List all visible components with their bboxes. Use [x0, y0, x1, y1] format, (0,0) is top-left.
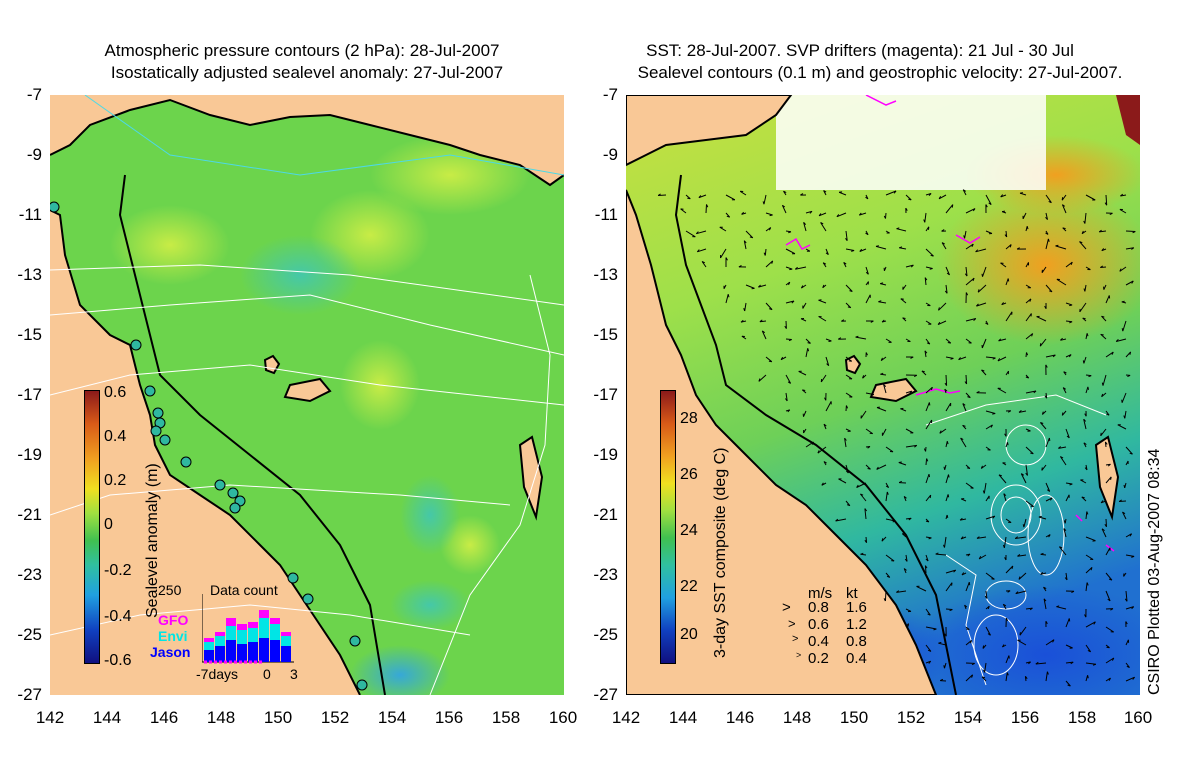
left-lat-label: -9 [26, 145, 42, 164]
left-shelf-contour [118, 174, 386, 695]
right-lon-label: 142 [611, 708, 641, 727]
right-lon-label: 154 [953, 708, 983, 727]
inset-series-envi: Envi [158, 628, 188, 644]
vel-row-ms: 0.4 [808, 633, 829, 650]
inset-x-start: -7days [196, 666, 239, 682]
right-map [626, 95, 1140, 695]
right-title-line2: Sealevel contours (0.1 m) and geostrophi… [637, 63, 1123, 82]
vel-arrow-icon: > [788, 616, 796, 631]
right-lat-label: -27 [593, 685, 618, 704]
vel-row-ms: 0.2 [808, 650, 829, 667]
right-cloud-gap [776, 95, 1046, 190]
vel-row-kt: 1.6 [846, 599, 867, 616]
left-lat-label: -15 [17, 325, 42, 344]
right-lat-label: -7 [602, 85, 618, 104]
left-land-newguinea [50, 95, 564, 185]
right-drifter-tracks [785, 95, 1115, 552]
right-lat-label: -9 [602, 145, 618, 164]
right-lat-label: -23 [593, 565, 618, 584]
right-lon-label: 144 [668, 708, 698, 727]
right-lon-label: 156 [1010, 708, 1040, 727]
credit-label: CSIRO Plotted 03-Aug-2007 08:34 [1146, 448, 1163, 695]
left-lon-label: 152 [320, 708, 350, 727]
inset-x-zero: 0 [263, 666, 271, 682]
right-lat-label: -15 [593, 325, 618, 344]
vel-arrow-icon: > [792, 633, 799, 645]
left-pressure-contours [50, 264, 564, 695]
left-lon-label: 158 [491, 708, 521, 727]
right-title-line1: SST: 28-Jul-2007. SVP drifters (magenta)… [646, 41, 1074, 60]
left-colorbar-tick: 0.2 [104, 472, 127, 489]
left-lon-label: 148 [206, 708, 236, 727]
left-colorbar-tick: 0 [104, 516, 113, 533]
left-land-australia [50, 210, 360, 695]
left-lat-label: -7 [26, 85, 42, 104]
right-lon-label: 146 [725, 708, 755, 727]
vel-row-kt: 0.8 [846, 633, 867, 650]
left-colorbar-tick: 0.4 [104, 428, 127, 445]
vel-arrow-icon: > [796, 650, 802, 660]
left-lon-label: 142 [35, 708, 65, 727]
right-lat-label: -21 [593, 505, 618, 524]
right-lat-label: -13 [593, 265, 618, 284]
left-colorbar [84, 390, 100, 664]
left-lon-label: 150 [263, 708, 293, 727]
inset-title: Data count [210, 582, 278, 598]
right-lon-label: 148 [782, 708, 812, 727]
right-lon-label: 150 [839, 708, 869, 727]
right-lat-label: -25 [593, 625, 618, 644]
velocity-legend: m/s kt > 0.8 1.6 > 0.6 1.2 > 0.4 0.8 > 0… [780, 585, 880, 670]
left-lon-label: 154 [377, 708, 407, 727]
right-lat-label: -19 [593, 445, 618, 464]
left-title-line2: Isostatically adjusted sealevel anomaly:… [110, 63, 504, 82]
right-colorbar-label: 3-day SST composite (deg C) [712, 447, 729, 658]
vel-header-ms: m/s [808, 585, 833, 602]
vel-header-kt: kt [846, 585, 858, 602]
right-velocity-arrows [657, 189, 1136, 687]
left-tide-gauges [50, 201, 368, 691]
right-colorbar-tick: 20 [680, 626, 698, 643]
left-lon-label: 146 [149, 708, 179, 727]
left-colorbar-tick: 0.6 [104, 384, 127, 401]
inset-ymax: 250 [158, 582, 182, 598]
right-lon-label: 160 [1123, 708, 1153, 727]
right-colorbar-tick: 26 [680, 466, 698, 483]
right-colorbar-tick: 22 [680, 578, 698, 595]
left-colorbar-tick: -0.2 [104, 562, 132, 579]
right-lat-label: -11 [594, 205, 618, 224]
left-lon-label: 156 [434, 708, 464, 727]
vel-row-kt: 1.2 [846, 616, 867, 633]
inset-series-gfo: GFO [158, 612, 189, 628]
right-colorbar-tick: 28 [680, 410, 698, 427]
vel-row-ms: 0.6 [808, 616, 829, 633]
left-lon-label: 144 [92, 708, 122, 727]
left-lat-label: -19 [17, 445, 42, 464]
inset-series-jason: Jason [150, 644, 191, 660]
right-land-newguinea [626, 95, 793, 167]
vel-row-kt: 0.4 [846, 650, 867, 667]
right-lat-label: -17 [593, 385, 618, 404]
left-lat-label: -25 [17, 625, 42, 644]
vel-arrow-icon: > [782, 599, 791, 616]
inset-bars [202, 594, 294, 664]
left-lat-label: -11 [18, 205, 42, 224]
right-lon-label: 152 [896, 708, 926, 727]
vel-row-ms: 0.8 [808, 599, 829, 616]
left-lon-label: 160 [548, 708, 578, 727]
left-map [50, 95, 564, 695]
left-colorbar-tick: -0.6 [104, 652, 132, 669]
left-lat-label: -13 [17, 265, 42, 284]
right-colorbar [660, 390, 676, 664]
right-lon-label: 158 [1067, 708, 1097, 727]
left-title-line1: Atmospheric pressure contours (2 hPa): 2… [104, 41, 500, 60]
left-lat-label: -21 [17, 505, 42, 524]
data-count-inset: 250 Data count GFO Envi Jason -7days 0 3 [150, 582, 298, 682]
inset-x-end: 3 [290, 666, 298, 682]
left-lat-label: -17 [17, 385, 42, 404]
right-colorbar-tick: 24 [680, 522, 698, 539]
left-lat-label: -27 [17, 685, 42, 704]
left-lat-label: -23 [17, 565, 42, 584]
right-land-australia [626, 189, 938, 695]
left-colorbar-tick: -0.4 [104, 608, 132, 625]
